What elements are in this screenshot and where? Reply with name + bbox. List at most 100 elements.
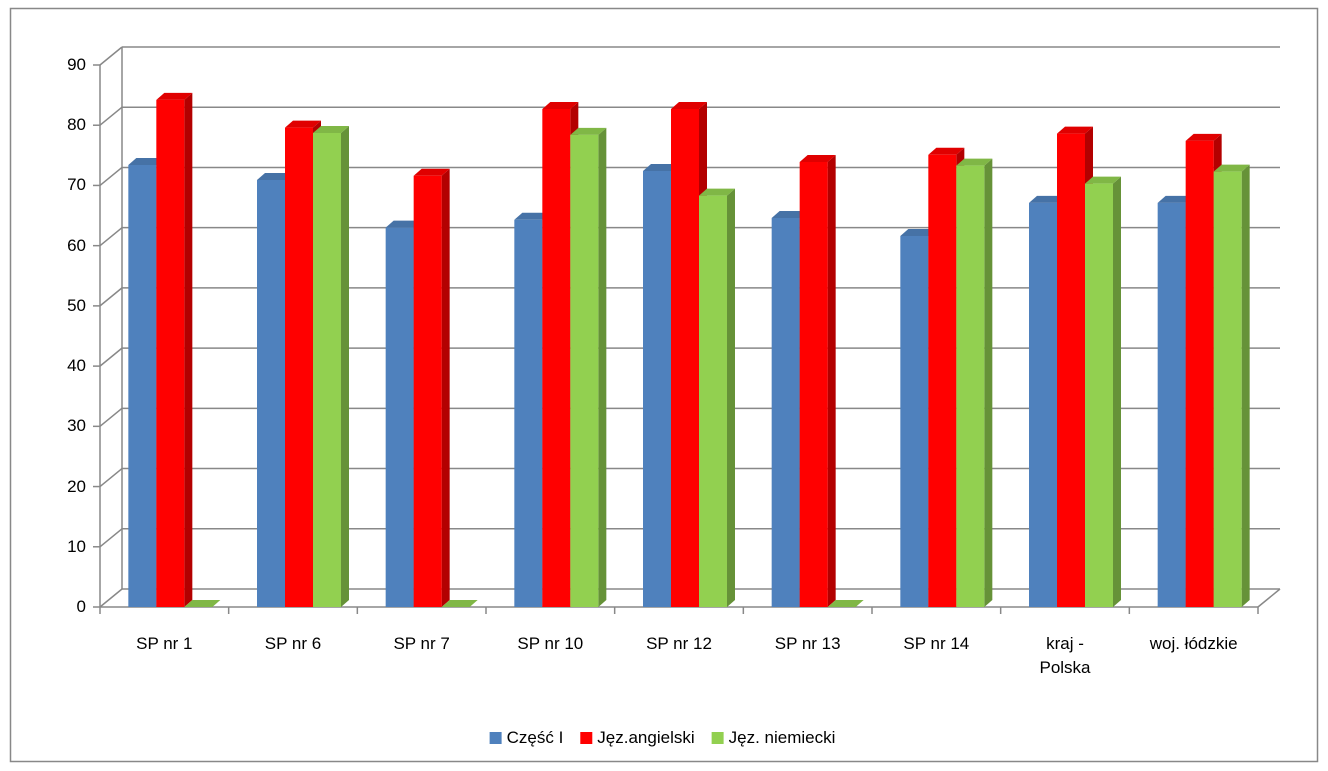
x-tick-label: SP nr 13 [774,634,841,653]
bar-top [771,210,808,218]
bar-top [956,158,993,166]
bar-front [699,195,727,607]
bar [441,600,478,607]
grid-line [99,407,123,427]
bar-top [699,188,735,196]
bar-side [727,188,735,607]
bar-top [128,157,165,165]
bar-side [441,168,450,607]
bar [413,168,450,607]
bar [827,600,864,607]
grid-line [99,347,123,367]
bar-top [827,600,864,607]
x-tick-label: SP nr 10 [517,634,584,653]
bar-front [956,165,985,607]
bar-front [313,133,341,607]
bar-side [827,154,836,608]
bar [156,92,193,607]
bar-front [385,227,414,607]
bar-front [514,219,543,607]
x-tick-label: woj. łódzkie [1149,634,1238,653]
bar-top [1213,164,1250,172]
bar-front [542,108,571,607]
bar-front [1185,140,1214,607]
bar-front [156,99,185,607]
bar-front [671,108,699,607]
y-tick-label: 70 [67,175,86,195]
bar-top [184,600,221,607]
bar-front [1213,171,1242,608]
bar [570,127,607,607]
bar-front [285,127,313,608]
bar [956,158,993,607]
bar-side [984,158,993,607]
bar-front [1057,133,1085,608]
x-tick-label: SP nr 6 [264,634,322,653]
grid-line [99,287,123,307]
bar-top [542,101,579,109]
y-tick-label: 20 [67,476,86,496]
x-tick-label: kraj - Polska [1039,634,1091,677]
bar-top [413,168,450,176]
bar-top [156,92,193,100]
legend-label: Jęz.angielski [597,728,695,747]
bar-top [799,154,836,162]
bar-top [1157,195,1194,203]
y-tick-label: 60 [67,235,86,255]
bar-side [1113,176,1121,608]
bar-front [1085,183,1113,608]
bar-top [257,173,293,181]
grid-line [99,588,123,608]
bar [1213,164,1250,608]
bar-front [1029,202,1057,608]
bar-top [313,126,349,134]
bar-top [441,600,478,607]
bar [184,600,221,607]
bar-front [413,175,442,607]
bar-top [570,127,607,135]
y-tick-label: 0 [76,597,86,616]
bar-side [341,126,349,607]
x-tick-label: SP nr 1 [136,634,193,653]
grid-line [99,46,123,66]
legend-label: Jęz. niemiecki [728,728,836,747]
bar [1085,176,1121,608]
bar-front [928,154,957,607]
bar-front [257,180,285,607]
bar-front [900,236,929,607]
bar-front [643,170,671,608]
bar-top [928,147,965,155]
bar-top [385,220,422,228]
grid-line [99,227,123,247]
grid-line [99,166,123,187]
bar-top [1085,176,1121,184]
bar-side [184,92,193,607]
y-tick-label: 10 [67,536,86,556]
legend-swatch [580,732,593,744]
axis-line [1257,588,1281,608]
y-tick-label: 80 [67,115,86,135]
bar [799,154,836,608]
bar-front [799,161,828,608]
x-tick-label: SP nr 7 [393,634,450,653]
bar-front [128,164,157,608]
y-tick-label: 40 [67,356,86,376]
y-tick-label: 90 [67,55,86,74]
grid-line [99,528,123,548]
bar-front [570,134,599,607]
bar-top [671,101,707,109]
grid-line [99,467,123,488]
y-tick-label: 30 [67,416,86,436]
legend-swatch [489,732,502,744]
y-tick-label: 50 [67,295,86,315]
bar-top [643,163,679,171]
bar-top [1057,126,1093,134]
bar-top [900,229,937,237]
bar-top [514,212,551,220]
x-tick-label: SP nr 12 [646,634,712,653]
x-tick-label: SP nr 14 [903,634,970,653]
bar-top [285,120,321,128]
grid-line [99,106,123,126]
